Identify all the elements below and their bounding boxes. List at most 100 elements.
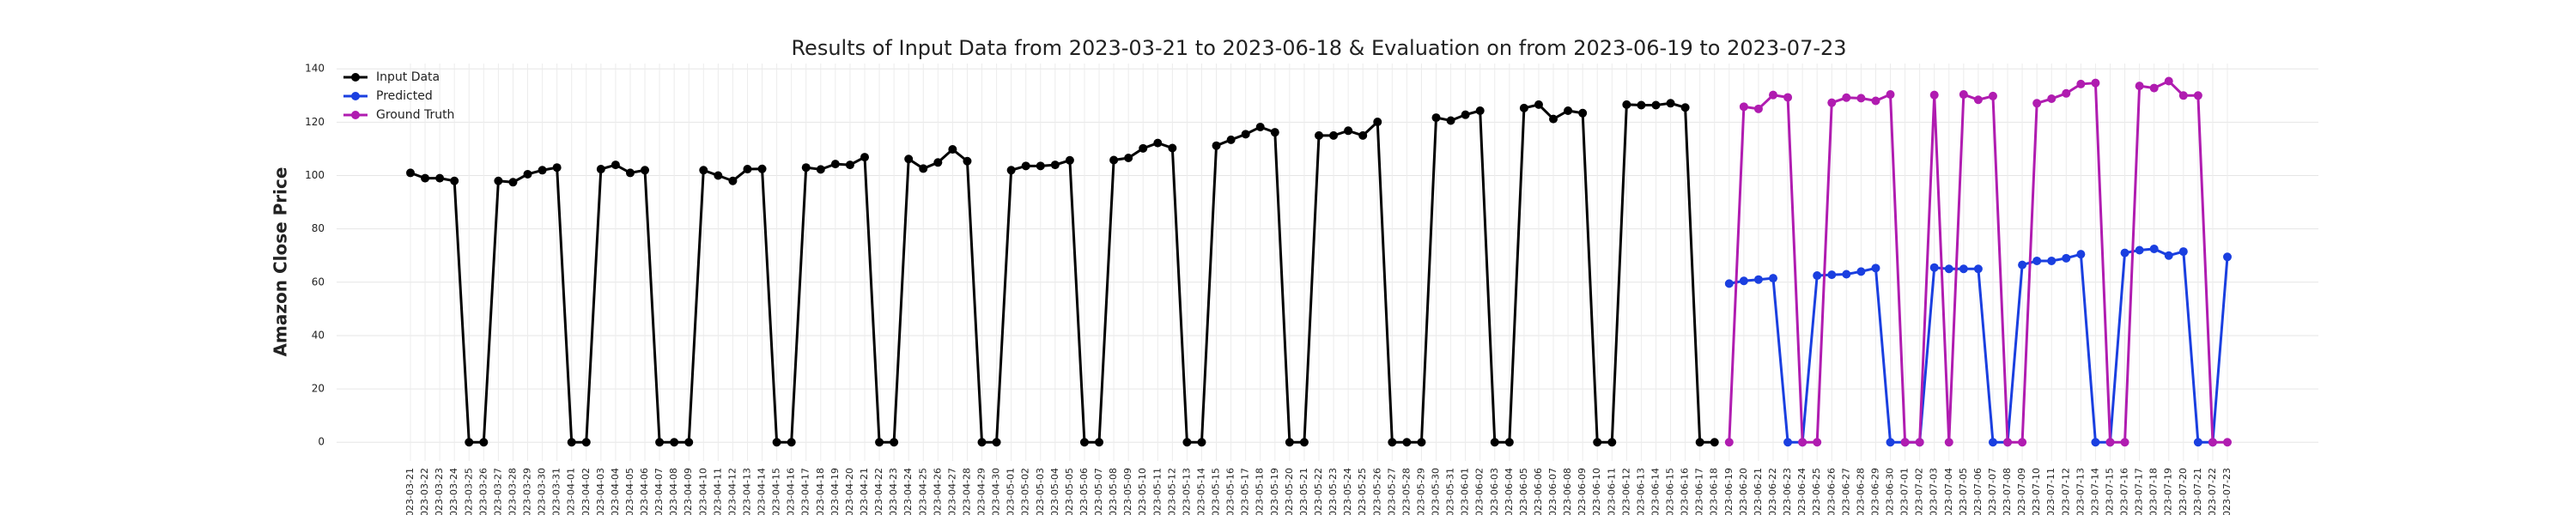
data-point <box>933 158 943 167</box>
x-tick-label: 2023-05-19 <box>1269 468 1280 515</box>
x-tick-label: 2023-07-07 <box>1987 468 1998 515</box>
data-point <box>1124 154 1133 163</box>
data-point <box>1842 270 1851 279</box>
data-point <box>450 176 459 185</box>
x-tick-label: 2023-07-02 <box>1914 468 1925 515</box>
data-point <box>904 154 914 164</box>
data-point <box>421 173 430 183</box>
data-point <box>1886 90 1895 100</box>
x-tick-label: 2023-05-17 <box>1240 468 1251 515</box>
data-point <box>1886 438 1895 447</box>
data-point <box>728 176 738 185</box>
data-point <box>830 160 840 169</box>
data-point <box>670 438 679 447</box>
data-point <box>567 438 576 447</box>
x-tick-label: 2023-07-23 <box>2221 468 2233 515</box>
data-point <box>1050 161 1060 170</box>
y-tick-label: 20 <box>312 383 325 395</box>
x-tick-label: 2023-04-11 <box>712 468 723 515</box>
x-tick-label: 2023-06-04 <box>1504 468 1515 515</box>
data-point <box>1842 93 1851 102</box>
data-point <box>1959 90 1968 100</box>
x-tick-label: 2023-06-02 <box>1474 468 1485 515</box>
x-tick-label: 2023-04-07 <box>653 468 665 515</box>
x-tick-label: 2023-05-03 <box>1035 468 1046 515</box>
x-tick-label: 2023-06-15 <box>1665 468 1676 515</box>
x-tick-label: 2023-04-01 <box>566 468 577 515</box>
x-tick-label: 2023-04-21 <box>859 468 870 515</box>
data-point <box>2149 83 2159 93</box>
data-point <box>2223 438 2232 447</box>
x-tick-label: 2023-06-09 <box>1577 468 1588 515</box>
x-tick-label: 2023-07-19 <box>2163 468 2174 515</box>
x-tick-label: 2023-05-14 <box>1195 468 1206 515</box>
data-point <box>538 166 547 175</box>
data-point <box>2062 88 2071 98</box>
x-tick-label: 2023-06-05 <box>1518 468 1529 515</box>
x-tick-label: 2023-05-04 <box>1049 468 1060 515</box>
x-tick-label: 2023-05-02 <box>1020 468 1031 515</box>
x-tick-label: 2023-06-28 <box>1855 468 1866 515</box>
data-point <box>743 165 752 174</box>
x-tick-label: 2023-05-26 <box>1371 468 1382 515</box>
data-point <box>1490 438 1499 447</box>
y-tick-label: 80 <box>312 222 325 234</box>
x-tick-label: 2023-05-20 <box>1284 468 1295 515</box>
x-tick-label: 2023-07-04 <box>1943 468 1954 515</box>
legend-marker <box>351 111 360 119</box>
x-tick-label: 2023-03-27 <box>492 468 503 515</box>
y-axis-label: Amazon Close Price <box>270 167 291 357</box>
x-tick-label: 2023-05-05 <box>1064 468 1075 515</box>
y-tick-label: 120 <box>305 116 325 128</box>
data-point <box>1417 438 1426 447</box>
legend-marker <box>351 92 360 100</box>
data-point <box>1504 438 1514 447</box>
data-point <box>1753 275 1763 284</box>
data-point <box>1973 264 1983 274</box>
x-tick-label: 2023-03-22 <box>419 468 430 515</box>
x-tick-label: 2023-05-29 <box>1415 468 1426 515</box>
data-point <box>1783 438 1793 447</box>
data-point <box>465 438 474 447</box>
x-tick-label: 2023-07-21 <box>2192 468 2203 515</box>
data-point <box>1827 98 1837 107</box>
x-tick-label: 2023-07-09 <box>2016 468 2027 515</box>
data-point <box>2208 438 2217 447</box>
data-point <box>1871 264 1880 273</box>
x-tick-label: 2023-05-15 <box>1211 468 1222 515</box>
x-tick-label: 2023-05-30 <box>1431 468 1442 515</box>
data-point <box>1358 130 1368 140</box>
data-point <box>684 438 694 447</box>
x-tick-label: 2023-06-10 <box>1591 468 1602 515</box>
data-point <box>1651 100 1661 110</box>
y-tick-label: 100 <box>305 169 325 181</box>
x-tick-label: 2023-04-20 <box>844 468 855 515</box>
data-point <box>1153 138 1163 148</box>
data-point <box>816 165 825 174</box>
data-point <box>1739 102 1748 112</box>
data-point <box>1988 91 1997 100</box>
x-tick-label: 2023-04-25 <box>917 468 928 515</box>
x-tick-label: 2023-07-06 <box>1972 468 1984 515</box>
x-tick-label: 2023-05-09 <box>1122 468 1133 515</box>
x-tick-label: 2023-04-24 <box>902 468 914 515</box>
data-point <box>1856 267 1866 276</box>
data-point <box>2149 244 2159 253</box>
x-tick-label: 2023-06-22 <box>1767 468 1778 515</box>
data-point <box>1285 438 1294 447</box>
data-point <box>1329 130 1339 140</box>
x-tick-label: 2023-06-20 <box>1738 468 1749 515</box>
x-tick-label: 2023-07-12 <box>2060 468 2071 515</box>
data-point <box>2032 256 2042 265</box>
x-tick-label: 2023-06-25 <box>1811 468 1822 515</box>
data-point <box>992 438 1001 447</box>
x-tick-label: 2023-04-19 <box>829 468 841 515</box>
data-point <box>406 168 415 178</box>
x-tick-label: 2023-05-22 <box>1313 468 1324 515</box>
data-point <box>1006 166 1016 175</box>
data-point <box>596 165 605 174</box>
data-point <box>494 176 503 185</box>
x-tick-label: 2023-04-17 <box>800 468 811 515</box>
data-point <box>2047 256 2057 265</box>
data-point <box>2164 76 2173 86</box>
